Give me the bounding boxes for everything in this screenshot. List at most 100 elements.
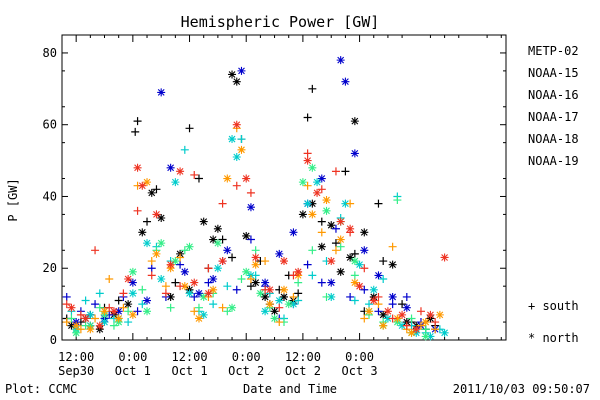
noaa-17-north-point bbox=[242, 267, 251, 276]
noaa-15-north-point bbox=[388, 292, 397, 301]
noaa-19-north-point bbox=[251, 253, 260, 262]
metp-02-north-point bbox=[147, 188, 156, 197]
noaa-18-south-point bbox=[275, 318, 284, 327]
noaa-18-south-point bbox=[317, 228, 326, 237]
noaa-17-north-point bbox=[72, 328, 81, 337]
noaa-15-north-point bbox=[327, 278, 336, 287]
metp-02-north-point bbox=[360, 228, 369, 237]
noaa-19-north-point bbox=[242, 174, 251, 183]
noaa-15-south-point bbox=[246, 235, 255, 244]
noaa-16-south-point bbox=[350, 296, 359, 305]
noaa-18-north-point bbox=[180, 282, 189, 291]
y-tick-label: 20 bbox=[43, 261, 57, 275]
noaa-17-south-point bbox=[138, 285, 147, 294]
metp-02-south-point bbox=[341, 167, 350, 176]
noaa-15-north-point bbox=[194, 289, 203, 298]
noaa-17-north-point bbox=[228, 303, 237, 312]
legend-noaa-19: NOAA-19 bbox=[528, 154, 579, 168]
noaa-19-south-point bbox=[119, 289, 128, 298]
noaa-16-south-point bbox=[124, 318, 133, 327]
noaa-19-south-point bbox=[190, 170, 199, 179]
legend: METP-02 NOAA-15 NOAA-16 NOAA-17 NOAA-18 NOAA-… bbox=[528, 44, 579, 345]
noaa-15-north-point bbox=[289, 228, 298, 237]
noaa-16-north-point bbox=[440, 328, 449, 337]
noaa-16-north-point bbox=[355, 260, 364, 269]
noaa-19-north-point bbox=[313, 188, 322, 197]
noaa-18-south-point bbox=[360, 314, 369, 323]
metp-02-north-point bbox=[124, 300, 133, 309]
noaa-19-north-point bbox=[67, 303, 76, 312]
noaa-17-north-point bbox=[185, 242, 194, 251]
x-tick-label: 12:00 bbox=[171, 350, 207, 364]
noaa-16-north-point bbox=[143, 239, 152, 248]
noaa-19-south-point bbox=[317, 185, 326, 194]
noaa-19-south-point bbox=[416, 307, 425, 316]
noaa-15-south-point bbox=[147, 264, 156, 273]
noaa-19-south-point bbox=[218, 199, 227, 208]
noaa-15-south-point bbox=[91, 300, 100, 309]
noaa-15-north-point bbox=[223, 246, 232, 255]
metp-02-south-point bbox=[331, 239, 340, 248]
noaa-18-north-point bbox=[100, 307, 109, 316]
metp-02-south-point bbox=[218, 235, 227, 244]
noaa-17-south-point bbox=[95, 303, 104, 312]
legend-noaa-15: NOAA-15 bbox=[528, 66, 579, 80]
noaa-15-south-point bbox=[346, 292, 355, 301]
noaa-19-north-point bbox=[355, 282, 364, 291]
metp-02-south-point bbox=[194, 174, 203, 183]
metp-02-south-point bbox=[246, 282, 255, 291]
noaa-15-north-point bbox=[261, 278, 270, 287]
noaa-19-north-point bbox=[369, 296, 378, 305]
noaa-17-north-point bbox=[350, 257, 359, 266]
metp-02-north-point bbox=[199, 217, 208, 226]
noaa-16-north-point bbox=[327, 292, 336, 301]
noaa-17-south-point bbox=[308, 246, 317, 255]
noaa-16-north-point bbox=[313, 178, 322, 187]
noaa-19-north-point bbox=[440, 253, 449, 262]
noaa-16-north-point bbox=[128, 289, 137, 298]
noaa-19-north-point bbox=[398, 310, 407, 319]
noaa-18-south-point bbox=[218, 303, 227, 312]
noaa-15-south-point bbox=[204, 278, 213, 287]
noaa-18-south-point bbox=[190, 307, 199, 316]
x-tick-label: 0:00 bbox=[232, 350, 261, 364]
metp-02-north-point bbox=[350, 117, 359, 126]
metp-02-north-point bbox=[280, 292, 288, 301]
noaa-19-north-point bbox=[133, 163, 142, 172]
noaa-18-south-point bbox=[62, 318, 71, 327]
noaa-18-north-point bbox=[393, 314, 402, 323]
noaa-19-south-point bbox=[431, 318, 440, 327]
noaa-15-south-point bbox=[388, 300, 397, 309]
metp-02-north-point bbox=[270, 307, 279, 316]
noaa-17-north-point bbox=[213, 239, 222, 248]
noaa-18-north-point bbox=[336, 235, 345, 244]
noaa-19-south-point bbox=[91, 246, 100, 255]
noaa-18-north-point bbox=[194, 314, 203, 323]
noaa-15-south-point bbox=[317, 278, 326, 287]
noaa-19-south-point bbox=[303, 149, 312, 158]
metp-02-north-point bbox=[346, 253, 355, 262]
metp-02-south-point bbox=[185, 124, 194, 133]
metp-02-south-point bbox=[308, 84, 317, 93]
metp-02-north-point bbox=[336, 267, 345, 276]
noaa-16-north-point bbox=[157, 275, 166, 283]
noaa-17-south-point bbox=[109, 321, 118, 330]
noaa-17-north-point bbox=[256, 289, 265, 298]
noaa-19-north-point bbox=[294, 267, 303, 276]
noaa-19-north-point bbox=[138, 181, 147, 190]
noaa-19-south-point bbox=[161, 289, 170, 298]
noaa-19-north-point bbox=[109, 307, 118, 316]
noaa-17-south-point bbox=[194, 303, 203, 312]
noaa-19-south-point bbox=[289, 271, 298, 280]
noaa-16-north-point bbox=[171, 178, 180, 187]
noaa-16-north-point bbox=[341, 199, 350, 208]
noaa-19-north-point bbox=[412, 325, 421, 334]
noaa-17-north-point bbox=[322, 206, 331, 215]
y-axis: 0 20 40 60 80 bbox=[43, 46, 506, 347]
y-tick-label: 60 bbox=[43, 118, 57, 132]
noaa-16-south-point bbox=[81, 296, 90, 305]
noaa-19-south-point bbox=[147, 271, 156, 280]
noaa-16-north-point bbox=[228, 135, 237, 144]
metp-02-south-point bbox=[303, 113, 312, 122]
